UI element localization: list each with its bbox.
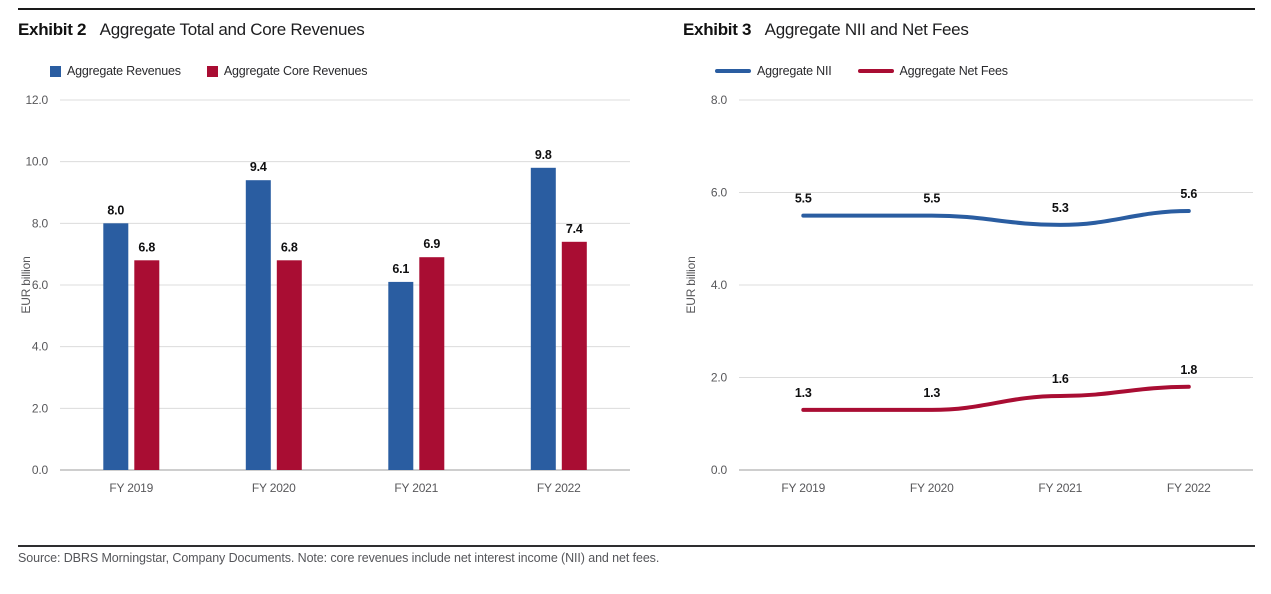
x-tick-label: FY 2022 <box>537 481 581 495</box>
exhibit-3-panel: Exhibit 3 Aggregate NII and Net Fees Agg… <box>683 20 1253 530</box>
legend-swatch-line <box>715 69 751 73</box>
bar-value-label: 6.9 <box>423 237 440 251</box>
bar <box>419 257 445 470</box>
y-axis-title: EUR billion <box>19 256 33 313</box>
point-value-label: 1.8 <box>1180 363 1197 377</box>
point-value-label: 5.5 <box>795 192 812 206</box>
legend-label: Aggregate Core Revenues <box>223 64 368 78</box>
point-value-label: 5.6 <box>1180 187 1197 201</box>
exhibit-2-panel: Exhibit 2 Aggregate Total and Core Reven… <box>18 20 630 530</box>
source-note: Source: DBRS Morningstar, Company Docume… <box>18 551 660 565</box>
bar-value-label: 6.8 <box>138 240 155 254</box>
y-tick-label: 8.0 <box>32 216 49 230</box>
legend-item: Aggregate Revenues <box>50 64 181 78</box>
line-series <box>801 209 1191 227</box>
point-value-label: 1.3 <box>795 386 812 400</box>
line-chart-nii-fees: 8.0 6.0 4.0 2.0 0.0 EUR billion FY 2019 FY 2020… <box>684 93 1253 495</box>
bar-value-label: 8.0 <box>107 203 124 217</box>
bar-value-label: 7.4 <box>566 222 583 236</box>
bar-value-label: 9.8 <box>535 148 552 162</box>
bar <box>103 223 129 470</box>
bottom-divider <box>18 545 1255 547</box>
exhibit-label: Exhibit 3 <box>683 20 752 39</box>
point-value-label: 1.6 <box>1052 372 1069 386</box>
top-divider <box>18 8 1255 10</box>
legend-swatch-square <box>206 65 218 77</box>
bar <box>276 260 302 470</box>
chart-title: Exhibit 3 Aggregate NII and Net Fees <box>683 20 1253 40</box>
point-value-label: 1.3 <box>923 386 940 400</box>
bar <box>388 281 414 470</box>
y-tick-label: 2.0 <box>711 371 728 385</box>
x-tick-label: FY 2019 <box>109 481 153 495</box>
y-tick-label: 10.0 <box>25 155 48 169</box>
legend-item: Aggregate NII <box>715 64 832 78</box>
y-tick-label: 4.0 <box>32 340 49 354</box>
y-tick-label: 8.0 <box>711 93 728 107</box>
x-tick-label: FY 2021 <box>394 481 438 495</box>
y-tick-label: 0.0 <box>32 463 49 477</box>
bar <box>530 167 556 471</box>
y-tick-label: 4.0 <box>711 278 728 292</box>
chart-title-text: Aggregate NII and Net Fees <box>764 20 969 39</box>
point-value-label: 5.3 <box>1052 201 1069 215</box>
chart-title-text: Aggregate Total and Core Revenues <box>99 20 365 39</box>
bar-value-label: 6.1 <box>392 262 409 276</box>
bar-chart-revenues: 12.0 10.0 8.0 6.0 4.0 2.0 0.0 EUR billion FY 201… <box>19 93 630 495</box>
point-value-label: 5.5 <box>923 192 940 206</box>
legend: Aggregate Revenues Aggregate Core Revenue… <box>50 64 367 78</box>
bar <box>245 180 271 470</box>
x-tick-label: FY 2020 <box>252 481 296 495</box>
y-tick-label: 2.0 <box>32 401 49 415</box>
y-tick-label: 6.0 <box>711 186 728 200</box>
y-tick-label: 12.0 <box>25 93 48 107</box>
legend-label: Aggregate NII <box>757 64 832 78</box>
legend-swatch-line <box>857 69 894 73</box>
legend-item: Aggregate Net Fees <box>857 64 1008 78</box>
y-axis-title: EUR billion <box>684 256 698 313</box>
chart-title: Exhibit 2 Aggregate Total and Core Reven… <box>18 20 630 40</box>
x-tick-label: FY 2022 <box>1167 481 1211 495</box>
bar-value-label: 6.8 <box>281 240 298 254</box>
x-tick-label: FY 2020 <box>910 481 954 495</box>
legend-label: Aggregate Net Fees <box>899 64 1008 78</box>
x-tick-label: FY 2019 <box>781 481 825 495</box>
bar-value-label: 9.4 <box>250 160 267 174</box>
y-tick-label: 0.0 <box>711 463 728 477</box>
legend-label: Aggregate Revenues <box>67 64 181 78</box>
bar <box>134 260 160 470</box>
legend-item: Aggregate Core Revenues <box>206 64 368 78</box>
bar <box>561 241 587 470</box>
x-tick-label: FY 2021 <box>1038 481 1082 495</box>
legend: Aggregate NII Aggregate Net Fees <box>715 64 1008 78</box>
line-series <box>801 384 1191 412</box>
exhibit-label: Exhibit 2 <box>18 20 87 39</box>
y-tick-label: 6.0 <box>32 278 49 292</box>
legend-swatch-square <box>50 65 61 77</box>
